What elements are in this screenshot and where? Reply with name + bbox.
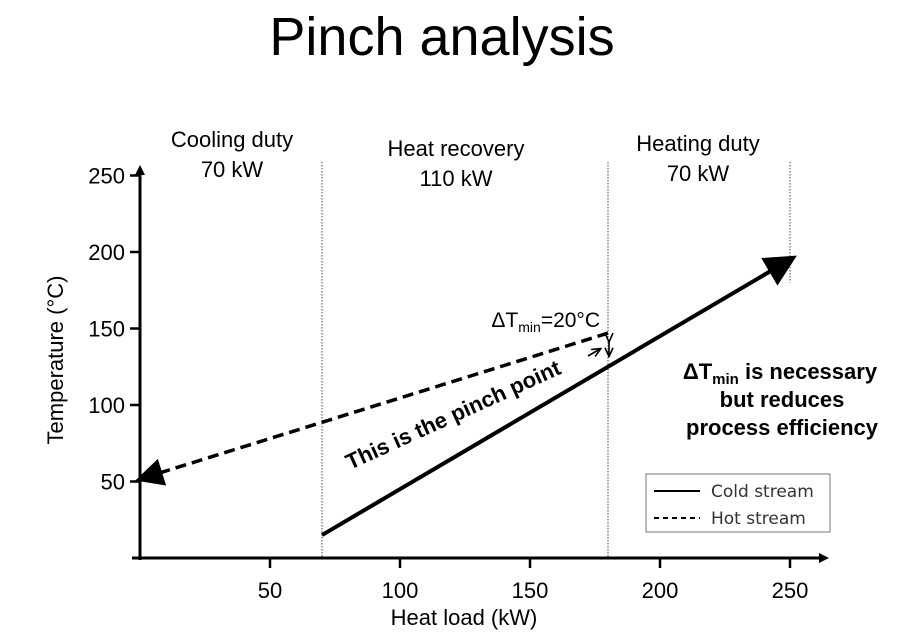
region-cooling-value: 70 kW xyxy=(201,157,264,182)
legend-label-hot-stream: Hot stream xyxy=(711,509,806,529)
chart-title: Pinch analysis xyxy=(269,7,614,67)
region-recovery-name: Heat recovery xyxy=(388,136,525,161)
x-axis-ticks: 50 100 150 200 250 xyxy=(258,558,809,603)
x-axis-label: Heat load (kW) xyxy=(391,605,538,630)
dtmin-note-line2: but reduces xyxy=(720,387,845,412)
legend: Cold stream Hot stream xyxy=(645,473,831,533)
region-cooling-name: Cooling duty xyxy=(171,127,293,152)
legend-label-cold-stream: Cold stream xyxy=(711,482,814,502)
region-recovery-value: 110 kW xyxy=(420,166,493,191)
x-tick-label: 200 xyxy=(642,578,679,603)
y-axis-label: Temperature (°C) xyxy=(43,276,68,445)
dtmin-label-delta: ΔT xyxy=(491,309,518,332)
dtmin-note-line1: ΔTmin is necessary xyxy=(683,359,878,388)
y-axis-ticks: 50 100 150 200 250 xyxy=(88,164,140,495)
dtmin-note-line3: process efficiency xyxy=(686,415,879,440)
x-tick-label: 100 xyxy=(382,578,419,603)
x-tick-label: 50 xyxy=(258,578,282,603)
y-tick-label: 250 xyxy=(88,164,125,189)
dtmin-label: ΔTmin=20°C xyxy=(491,309,600,335)
x-tick-label: 250 xyxy=(772,578,809,603)
y-tick-label: 100 xyxy=(88,393,125,418)
pinch-point-pointer xyxy=(587,349,600,356)
dtmin-note-delta: ΔT xyxy=(683,359,713,384)
x-tick-label: 150 xyxy=(512,578,549,603)
y-tick-label: 200 xyxy=(88,240,125,265)
y-tick-label: 150 xyxy=(88,317,125,342)
region-heating-value: 70 kW xyxy=(667,161,730,186)
dtmin-note-post: is necessary xyxy=(739,359,878,384)
dtmin-label-sub: min xyxy=(518,319,541,335)
legend-box xyxy=(645,473,831,533)
dtmin-note-sub: min xyxy=(712,371,739,388)
dtmin-label-rest: =20°C xyxy=(541,309,600,332)
y-tick-label: 50 xyxy=(101,470,125,495)
region-heating-name: Heating duty xyxy=(636,131,760,156)
series-line-cold-stream xyxy=(320,255,797,537)
series-line-hot-stream xyxy=(135,331,609,486)
